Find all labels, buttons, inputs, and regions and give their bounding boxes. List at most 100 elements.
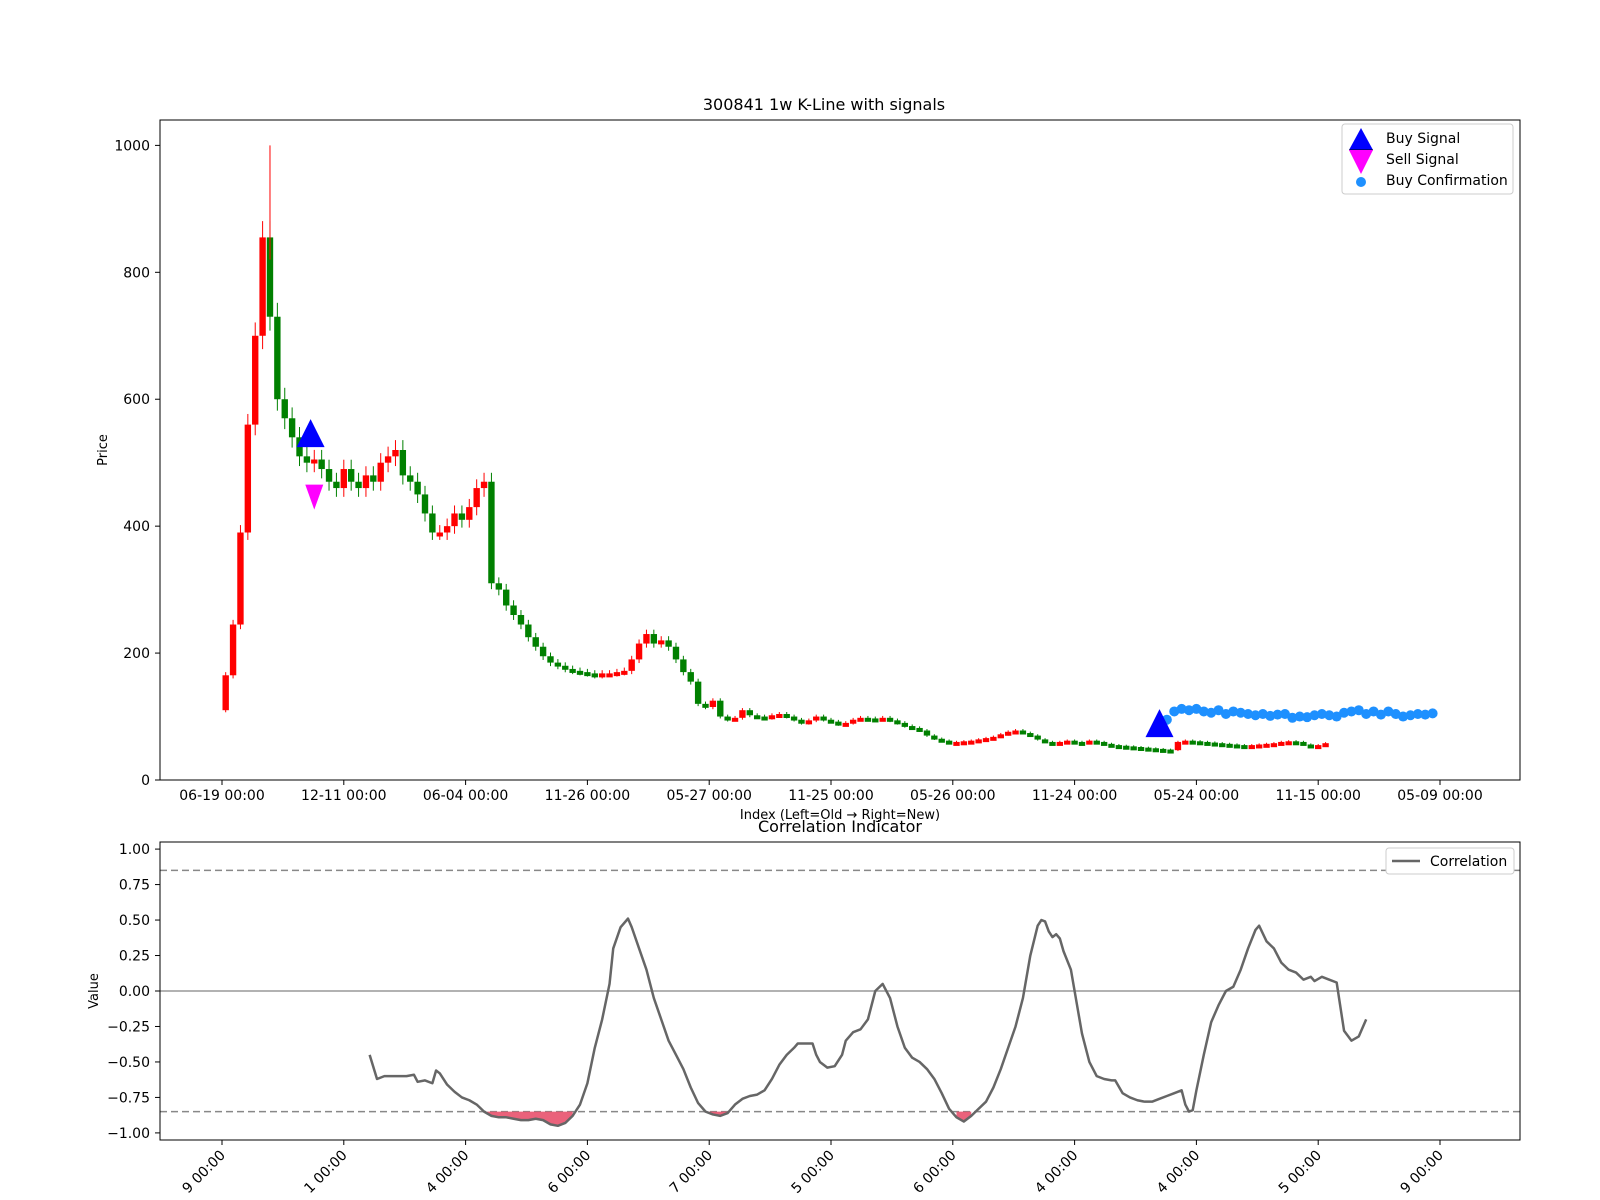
candle-body xyxy=(525,624,532,638)
correlation-y-tick-label: 1.00 xyxy=(119,842,150,858)
candle-body xyxy=(717,700,724,717)
candle-body xyxy=(480,481,488,489)
kline-x-tick-label: 05-24 00:00 xyxy=(1154,788,1239,804)
legend-buy-signal-label: Buy Signal xyxy=(1386,131,1460,147)
candle-body xyxy=(1064,740,1071,745)
kline-legend-box xyxy=(1341,123,1514,195)
candle-body xyxy=(864,717,872,722)
candle-body xyxy=(1278,741,1285,746)
candle-body xyxy=(916,727,923,732)
candle-body xyxy=(628,659,635,671)
correlation-legend: Correlation xyxy=(1385,847,1515,875)
kline-candles xyxy=(222,145,1329,754)
candle-body xyxy=(1219,743,1226,748)
correlation-legend-box xyxy=(1385,847,1515,875)
kline-y-tick-label: 600 xyxy=(123,392,150,408)
buy-confirmation-point xyxy=(1272,709,1283,720)
candle-body xyxy=(1270,743,1278,748)
candle-body xyxy=(960,741,968,746)
candle-body xyxy=(229,624,237,676)
candle-body xyxy=(421,494,429,514)
kline-x-tick-label: 11-25 00:00 xyxy=(788,788,873,804)
kline-x-tick-label: 12-11 00:00 xyxy=(301,788,386,804)
correlation-line xyxy=(368,917,1368,1128)
candle-body xyxy=(724,716,731,721)
candle-body xyxy=(753,715,761,720)
candle-body xyxy=(621,670,628,675)
candle-body xyxy=(539,646,547,657)
candle-body xyxy=(244,424,252,533)
candle-body xyxy=(872,718,879,723)
correlation-panel: Correlation Indicator 1.00 0.75 0.50 0.25 0.… xyxy=(87,817,1521,1197)
candle-body xyxy=(783,714,790,718)
buy-confirmation-point xyxy=(1265,710,1276,721)
candle-body xyxy=(938,738,945,743)
correlation-y-label: Value xyxy=(87,973,102,1009)
candle-body xyxy=(1152,748,1159,753)
buy-confirmation-point xyxy=(1243,709,1254,719)
kline-signals xyxy=(296,419,1438,738)
candle-body xyxy=(311,459,318,464)
kline-frame xyxy=(159,119,1521,781)
candle-body xyxy=(274,316,281,400)
candle-body xyxy=(1137,747,1145,751)
candle-body xyxy=(1248,745,1255,750)
candle-body xyxy=(473,488,480,508)
candle-body xyxy=(1285,741,1292,746)
candle-body xyxy=(680,659,687,673)
candle-body xyxy=(1300,741,1307,746)
candle-body xyxy=(1189,740,1196,745)
candle-body xyxy=(975,739,982,744)
correlation-x-tick-label: 1 00:00 xyxy=(301,1148,350,1197)
candle-body xyxy=(288,418,296,438)
correlation-y-tick-label: 0.25 xyxy=(119,949,150,965)
candle-body xyxy=(598,673,606,678)
candle-body xyxy=(842,722,849,727)
candle-body xyxy=(510,605,517,615)
candle-body xyxy=(436,532,443,537)
candle-body xyxy=(650,634,658,644)
candle-body xyxy=(790,716,798,721)
buy-confirmation-point xyxy=(1427,708,1438,719)
kline-y-tick-label: 400 xyxy=(123,519,150,535)
candle-body xyxy=(259,237,266,336)
candle-body xyxy=(347,469,355,482)
buy-confirmation-point xyxy=(1398,711,1409,722)
candle-body xyxy=(443,526,451,533)
candle-body xyxy=(768,715,776,720)
candle-body xyxy=(1307,744,1315,749)
candle-body xyxy=(1145,747,1152,752)
legend-buy-signal-icon xyxy=(1349,128,1373,150)
candle-body xyxy=(672,646,680,660)
candle-body xyxy=(635,643,643,660)
kline-y-tick-label: 800 xyxy=(123,265,150,281)
candle-body xyxy=(1130,746,1137,751)
candle-body xyxy=(820,716,827,721)
candle-body xyxy=(303,456,311,463)
correlation-y-tick-label: 0.50 xyxy=(119,913,150,929)
correlation-x-tick-label: 5 00:00 xyxy=(1276,1148,1325,1197)
candle-body xyxy=(451,513,458,527)
candle-body xyxy=(923,730,931,736)
candle-body xyxy=(606,673,613,678)
candle-body xyxy=(1255,744,1263,749)
buy-confirmation-point xyxy=(1346,706,1357,717)
candle-body xyxy=(1108,743,1115,748)
candle-body xyxy=(1071,740,1078,745)
candle-body xyxy=(377,462,384,482)
candle-body xyxy=(798,719,805,724)
candle-body xyxy=(399,450,407,476)
candle-body xyxy=(761,716,768,721)
buy-confirmation-point xyxy=(1324,710,1335,721)
candle-body xyxy=(517,615,525,625)
candle-body xyxy=(466,507,473,520)
candle-body xyxy=(532,637,539,647)
candle-body xyxy=(1322,743,1329,748)
candle-body xyxy=(362,475,370,489)
correlation-y-tick-label: −0.50 xyxy=(107,1055,150,1071)
candle-body xyxy=(813,716,820,721)
legend-sell-signal-label: Sell Signal xyxy=(1386,152,1459,168)
kline-panel: 300841 1w K-Line with signals 0 200 400 600… xyxy=(96,95,1521,823)
candle-body xyxy=(252,335,259,425)
correlation-y-tick-label: −0.25 xyxy=(107,1019,150,1035)
